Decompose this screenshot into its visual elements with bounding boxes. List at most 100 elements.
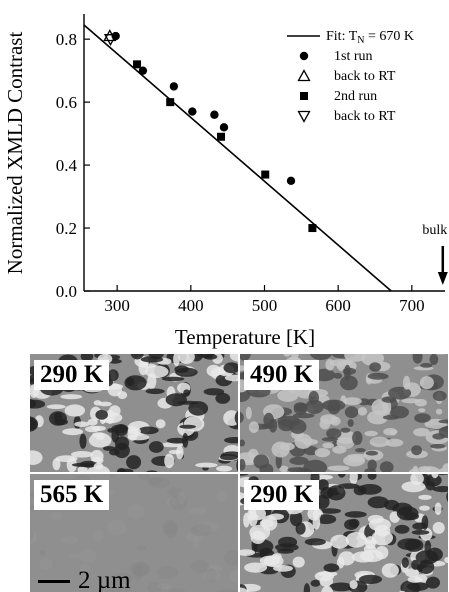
y-tick-label: 0.6 bbox=[56, 93, 77, 112]
domain-blob bbox=[290, 354, 299, 360]
y-tick-label: 0.8 bbox=[56, 30, 77, 49]
domain-blob bbox=[355, 448, 366, 453]
domain-blob bbox=[401, 557, 409, 568]
domain-blob bbox=[131, 563, 149, 577]
domain-blob bbox=[240, 411, 244, 424]
domain-blob bbox=[352, 431, 363, 445]
y-tick-label: 0.2 bbox=[56, 219, 77, 238]
domain-blob bbox=[389, 430, 397, 436]
domain-blob bbox=[74, 421, 90, 427]
domain-blob bbox=[352, 551, 375, 563]
domain-blob bbox=[367, 474, 377, 480]
domain-blob bbox=[39, 557, 53, 570]
image-label: 290 K bbox=[34, 360, 110, 390]
xmld-image-290k-initial: 290 K bbox=[30, 354, 238, 472]
domain-blob bbox=[330, 534, 349, 549]
domain-blob bbox=[401, 481, 426, 493]
domain-blob bbox=[167, 487, 183, 497]
domain-blob bbox=[166, 497, 178, 508]
legend-label: 2nd run bbox=[334, 89, 377, 104]
domain-blob bbox=[277, 389, 299, 402]
domain-blob bbox=[129, 561, 151, 576]
domain-blob bbox=[332, 445, 347, 454]
domain-blob bbox=[136, 545, 147, 551]
domain-blob bbox=[98, 589, 121, 592]
domain-blob bbox=[394, 524, 410, 534]
marker-back-to-rt-down bbox=[297, 110, 311, 123]
domain-blob bbox=[215, 392, 231, 404]
domain-blob bbox=[79, 564, 90, 572]
domain-blob bbox=[347, 456, 365, 463]
domain-blob bbox=[347, 419, 354, 427]
domain-blob bbox=[164, 453, 175, 469]
domain-blob bbox=[414, 413, 431, 423]
domain-blob bbox=[326, 485, 346, 501]
domain-blob bbox=[407, 576, 423, 583]
domain-blob bbox=[278, 418, 295, 432]
domain-blob bbox=[167, 588, 187, 592]
domain-blob bbox=[403, 375, 411, 390]
domain-blob bbox=[321, 437, 339, 442]
marker-1st-run bbox=[188, 107, 197, 116]
legend-label: back to RT bbox=[334, 69, 396, 84]
domain-blob bbox=[385, 438, 404, 447]
domain-blob bbox=[317, 479, 329, 491]
domain-blob bbox=[250, 530, 266, 544]
bulk-arrow-head bbox=[437, 272, 448, 285]
scale-bar-label: 2 µm bbox=[78, 567, 131, 592]
x-tick-label: 600 bbox=[325, 296, 351, 315]
domain-blob bbox=[358, 574, 383, 584]
domain-blob bbox=[145, 388, 165, 395]
domain-blob bbox=[111, 424, 129, 434]
domain-blob bbox=[79, 433, 87, 449]
domain-blob bbox=[381, 563, 399, 578]
x-tick-label: 400 bbox=[178, 296, 204, 315]
domain-blob bbox=[107, 519, 127, 536]
domain-blob bbox=[190, 523, 212, 537]
domain-blob bbox=[117, 585, 132, 592]
domain-blob bbox=[108, 474, 117, 479]
domain-blob bbox=[382, 415, 400, 420]
domain-blob bbox=[438, 468, 447, 472]
domain-blob bbox=[326, 428, 342, 439]
domain-blob bbox=[146, 470, 158, 472]
domain-blob bbox=[337, 474, 346, 478]
domain-blob bbox=[203, 388, 225, 396]
domain-blob bbox=[133, 566, 143, 581]
image-label: 565 K bbox=[34, 480, 110, 510]
fit-line-group bbox=[83, 24, 392, 292]
axis-ticks: 300 400 500 600 700 0.0 0.2 0.4 0.6 0.8 bbox=[56, 30, 425, 315]
domain-blob bbox=[259, 547, 272, 555]
domain-blob bbox=[444, 557, 448, 563]
domain-blob bbox=[262, 423, 275, 429]
domain-blob bbox=[173, 354, 180, 367]
domain-blob bbox=[240, 549, 256, 556]
marker-1st-run bbox=[138, 66, 148, 75]
domain-blob bbox=[304, 538, 326, 546]
domain-blob bbox=[418, 494, 432, 500]
domain-blob bbox=[224, 374, 238, 382]
legend-fit-label: Fit: TN = 670 K bbox=[326, 29, 414, 46]
domain-blob bbox=[148, 477, 170, 489]
domain-blob bbox=[327, 465, 350, 471]
domain-blob bbox=[293, 402, 308, 415]
marker-1st-run bbox=[169, 82, 179, 91]
chart-legend: Fit: TN = 670 K 1st run back to RT 2nd run b… bbox=[287, 29, 414, 124]
fit-line bbox=[83, 24, 392, 292]
domain-blob bbox=[364, 430, 378, 437]
scale-bar-line bbox=[38, 579, 70, 583]
y-tick-label: 0.4 bbox=[56, 156, 78, 175]
image-label: 490 K bbox=[244, 360, 320, 390]
domain-blob bbox=[183, 416, 205, 432]
domain-blob bbox=[415, 550, 439, 565]
domain-blob bbox=[77, 465, 88, 472]
domain-blob bbox=[223, 362, 238, 374]
domain-blob bbox=[314, 448, 331, 458]
marker-2nd-run bbox=[261, 170, 270, 179]
domain-blob bbox=[234, 410, 238, 425]
domain-blob bbox=[188, 507, 207, 515]
domain-blob bbox=[369, 362, 381, 372]
domain-blob bbox=[358, 484, 382, 495]
domain-blob bbox=[344, 364, 351, 381]
domain-blob bbox=[71, 451, 94, 458]
